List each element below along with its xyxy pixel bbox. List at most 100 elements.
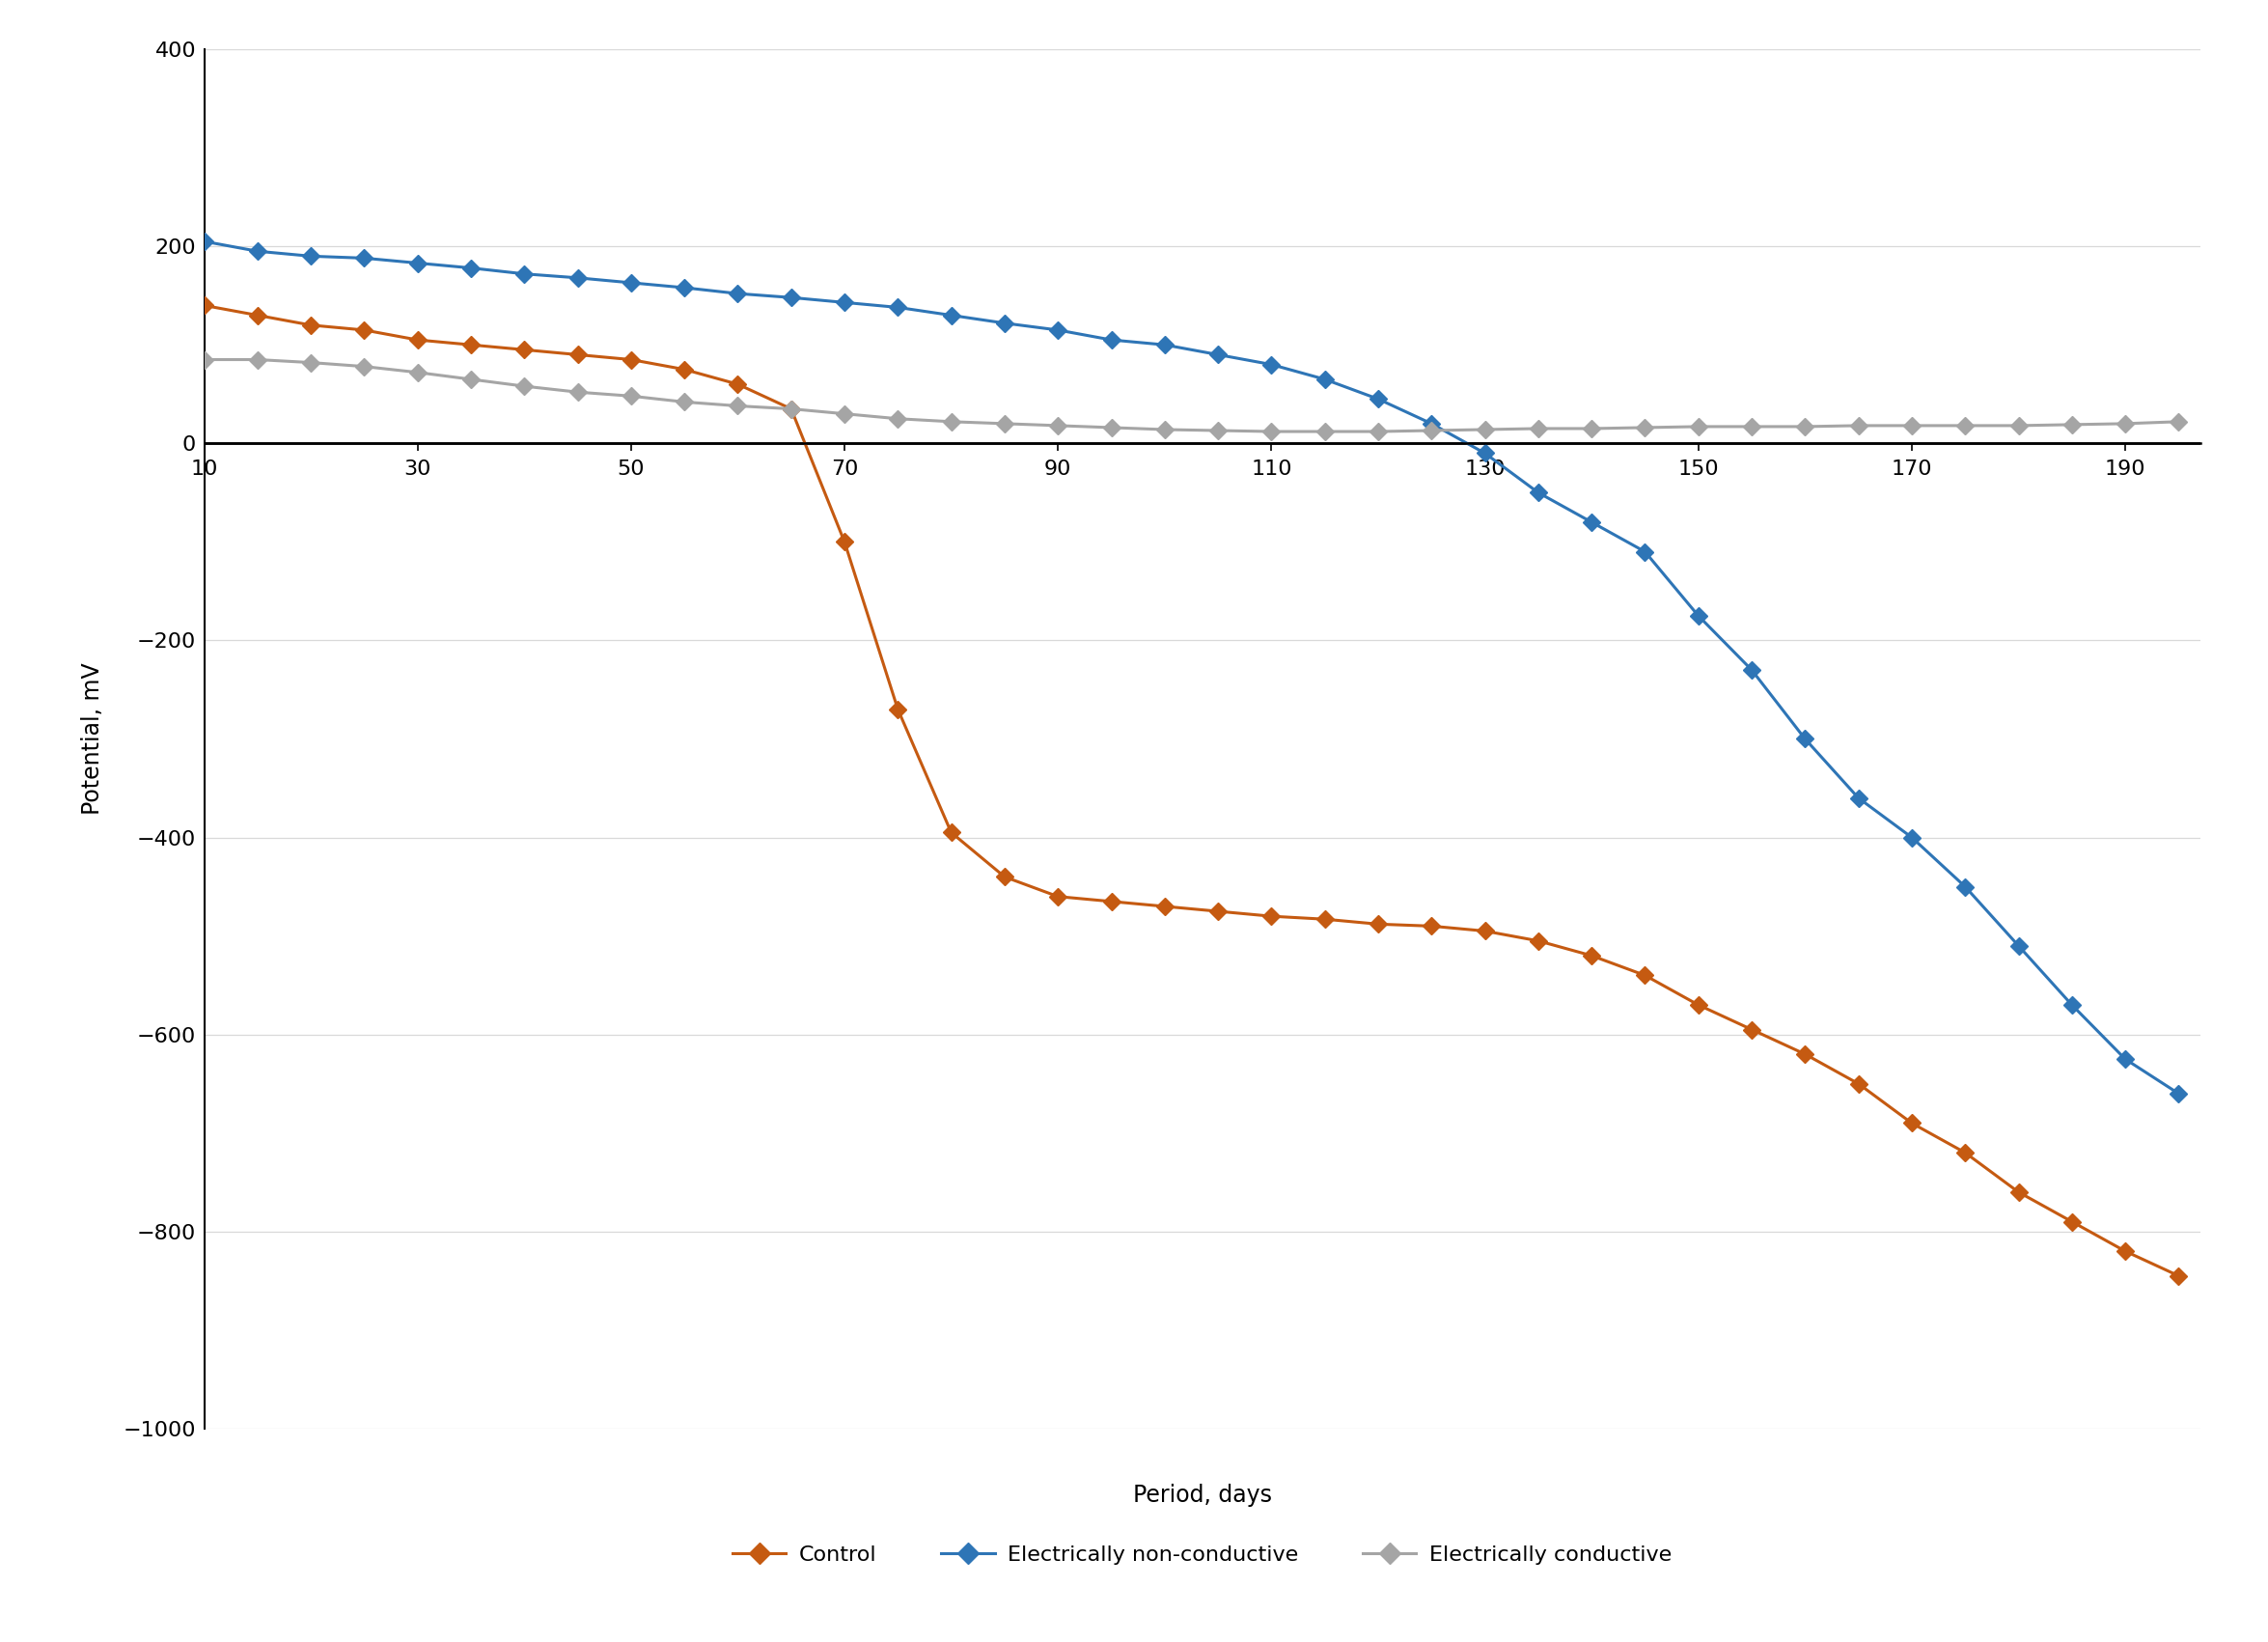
Control (617, 350, 644, 369)
Electrically conductive (191, 350, 218, 369)
Electrically conductive (2166, 412, 2193, 432)
Control (1472, 921, 1499, 941)
Control (2059, 1212, 2087, 1232)
Line: Control: Control (197, 299, 2184, 1282)
Control (2166, 1266, 2193, 1286)
Electrically non-conductive (617, 273, 644, 292)
Control (937, 823, 964, 842)
Legend: Control, Electrically non-conductive, Electrically conductive: Control, Electrically non-conductive, El… (723, 1535, 1681, 1573)
Electrically conductive (2005, 415, 2032, 435)
Control (1043, 887, 1070, 906)
Control (1631, 965, 1658, 985)
Electrically conductive (1631, 417, 1658, 437)
Electrically conductive (404, 363, 431, 383)
Electrically conductive (565, 383, 592, 402)
Y-axis label: Potential, mV: Potential, mV (82, 663, 104, 814)
Electrically non-conductive (1472, 443, 1499, 463)
Electrically non-conductive (510, 264, 538, 284)
Electrically conductive (885, 409, 912, 429)
Electrically non-conductive (1898, 828, 1926, 847)
Electrically conductive (1365, 422, 1393, 442)
Control (723, 374, 751, 394)
Electrically non-conductive (1418, 414, 1445, 433)
Electrically conductive (297, 353, 324, 373)
Electrically non-conductive (2166, 1084, 2193, 1103)
Electrically conductive (1685, 417, 1712, 437)
Control (2112, 1241, 2139, 1261)
Control (1844, 1074, 1871, 1094)
Electrically non-conductive (458, 258, 485, 277)
Electrically non-conductive (1792, 729, 1819, 749)
Line: Electrically conductive: Electrically conductive (197, 353, 2184, 437)
Electrically conductive (1418, 420, 1445, 440)
Electrically non-conductive (1043, 320, 1070, 340)
Line: Electrically non-conductive: Electrically non-conductive (197, 235, 2184, 1100)
Electrically conductive (1204, 420, 1232, 440)
Control (404, 330, 431, 350)
Electrically non-conductive (1524, 483, 1551, 502)
Electrically conductive (1737, 417, 1765, 437)
Electrically conductive (937, 412, 964, 432)
Control (1950, 1143, 1978, 1163)
Control (1152, 897, 1179, 916)
Control (297, 315, 324, 335)
Control (191, 296, 218, 315)
Electrically non-conductive (1365, 389, 1393, 409)
Electrically conductive (778, 399, 805, 419)
Electrically non-conductive (404, 253, 431, 273)
Control (1418, 916, 1445, 936)
Electrically non-conductive (2112, 1049, 2139, 1069)
Electrically non-conductive (1844, 788, 1871, 808)
Electrically conductive (2059, 415, 2087, 435)
Electrically non-conductive (1098, 330, 1125, 350)
Electrically non-conductive (1259, 355, 1286, 374)
Control (830, 532, 857, 552)
Control (1792, 1044, 1819, 1064)
Electrically non-conductive (830, 292, 857, 312)
Control (458, 335, 485, 355)
Electrically conductive (830, 404, 857, 424)
Electrically non-conductive (1737, 660, 1765, 680)
Electrically conductive (1524, 419, 1551, 438)
Control (1737, 1020, 1765, 1039)
Electrically conductive (723, 396, 751, 415)
Electrically non-conductive (778, 287, 805, 307)
Electrically conductive (1043, 415, 1070, 435)
Electrically conductive (1259, 422, 1286, 442)
Control (885, 699, 912, 719)
Electrically conductive (1950, 415, 1978, 435)
Control (1524, 931, 1551, 951)
Electrically non-conductive (565, 268, 592, 287)
Control (1311, 910, 1338, 929)
Electrically conductive (1311, 422, 1338, 442)
Control (510, 340, 538, 360)
Electrically non-conductive (245, 241, 272, 261)
Control (352, 320, 379, 340)
Electrically non-conductive (1950, 877, 1978, 897)
Control (1365, 915, 1393, 934)
Electrically non-conductive (297, 246, 324, 266)
Electrically conductive (458, 369, 485, 389)
Electrically conductive (1579, 419, 1606, 438)
Control (1204, 901, 1232, 921)
Electrically conductive (1152, 420, 1179, 440)
Electrically conductive (1792, 417, 1819, 437)
Electrically conductive (1098, 417, 1125, 437)
Electrically conductive (617, 386, 644, 406)
Control (2005, 1182, 2032, 1202)
Electrically non-conductive (1311, 369, 1338, 389)
Electrically conductive (1472, 420, 1499, 440)
Electrically conductive (245, 350, 272, 369)
Electrically conductive (352, 356, 379, 376)
Electrically conductive (2112, 414, 2139, 433)
Electrically non-conductive (1204, 345, 1232, 365)
Control (1259, 906, 1286, 926)
Electrically non-conductive (671, 277, 699, 297)
Control (778, 399, 805, 419)
Electrically non-conductive (191, 232, 218, 251)
Text: Period, days: Period, days (1132, 1484, 1272, 1507)
Electrically non-conductive (991, 314, 1018, 333)
Electrically non-conductive (885, 297, 912, 317)
Electrically non-conductive (1685, 606, 1712, 626)
Electrically non-conductive (723, 284, 751, 304)
